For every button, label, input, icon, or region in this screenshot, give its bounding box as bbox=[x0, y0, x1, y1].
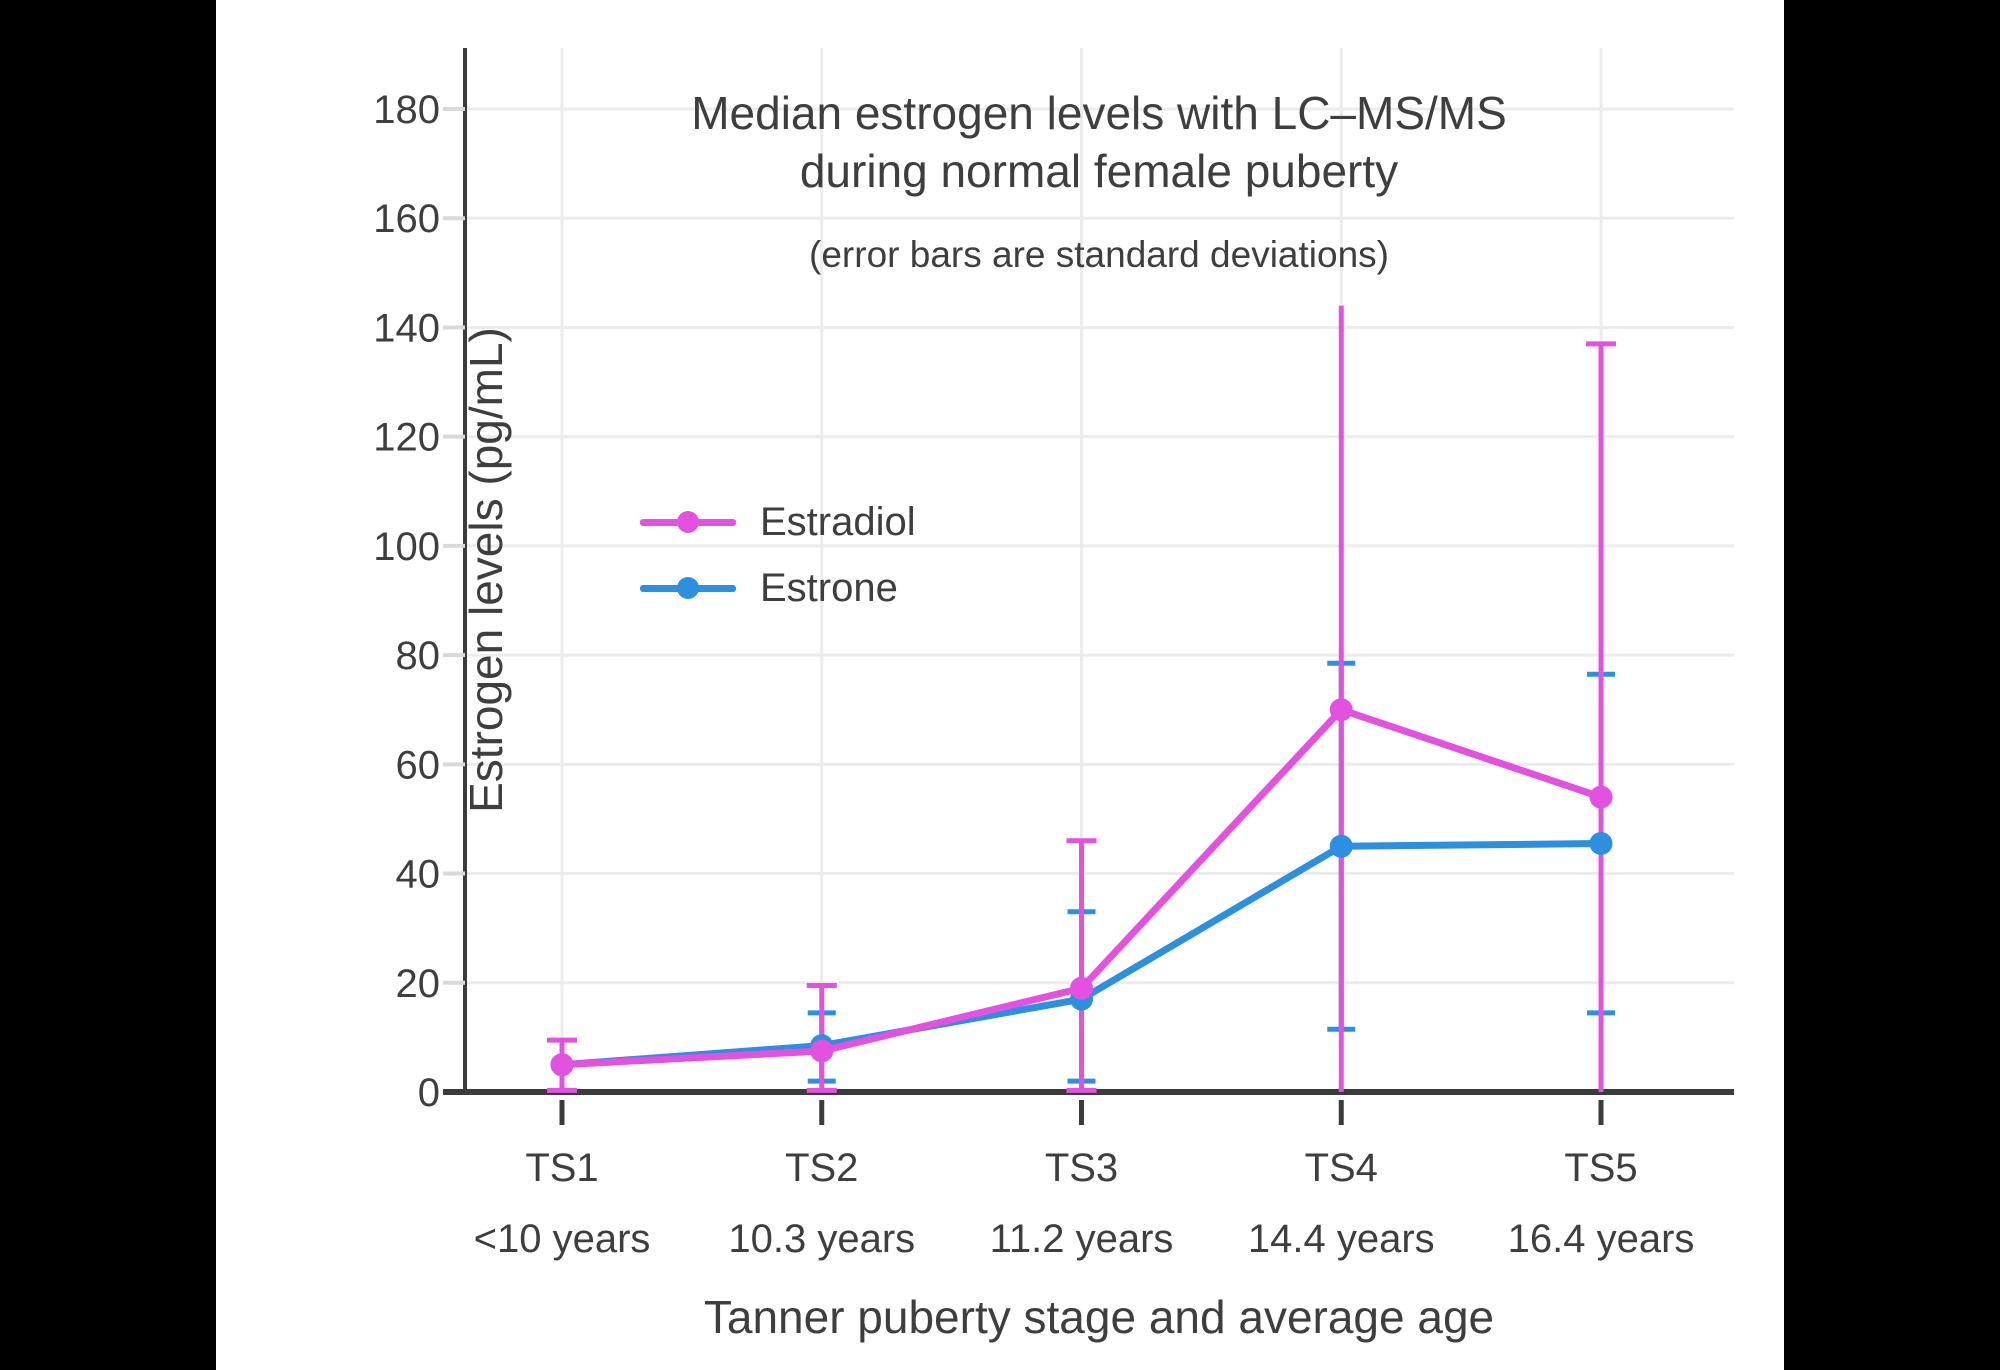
y-tick-label: 80 bbox=[396, 634, 441, 678]
series-lines bbox=[550, 698, 1613, 1077]
x-tick-age-label: <10 years bbox=[474, 1217, 651, 1261]
x-tick-stage-label: TS4 bbox=[1305, 1146, 1378, 1190]
data-point-estradiol bbox=[550, 1053, 574, 1077]
x-axis-title: Tanner puberty stage and average age bbox=[704, 1291, 1494, 1343]
x-tick-stage-label: TS5 bbox=[1564, 1146, 1637, 1190]
x-tick-age-label: 16.4 years bbox=[1508, 1217, 1695, 1261]
estradiol-swatch-icon bbox=[640, 511, 736, 533]
data-point-estrone bbox=[1589, 832, 1613, 856]
y-axis-title: Estrogen levels (pg/mL) bbox=[460, 327, 512, 813]
chart-subtitle: (error bars are standard deviations) bbox=[809, 234, 1389, 275]
legend-item-estradiol: Estradiol bbox=[640, 489, 916, 555]
x-tick-stage-label: TS2 bbox=[785, 1146, 858, 1190]
legend-label-estrone: Estrone bbox=[760, 566, 898, 610]
data-point-estradiol bbox=[1070, 976, 1093, 1000]
data-point-estradiol bbox=[1329, 698, 1353, 722]
y-tick-label: 120 bbox=[373, 416, 440, 460]
x-tick-stage-label: TS3 bbox=[1045, 1146, 1118, 1190]
data-point-estrone bbox=[1329, 834, 1353, 858]
y-tick-label: 100 bbox=[373, 525, 440, 569]
data-point-estradiol bbox=[1589, 785, 1613, 809]
data-point-estradiol bbox=[810, 1039, 834, 1063]
y-tick-label: 60 bbox=[396, 743, 441, 787]
chart-title-line2: during normal female puberty bbox=[800, 145, 1398, 197]
y-tick-label: 40 bbox=[396, 853, 441, 897]
x-tick-age-label: 14.4 years bbox=[1248, 1217, 1435, 1261]
legend-item-estrone: Estrone bbox=[640, 555, 916, 621]
y-tick-label: 160 bbox=[373, 197, 440, 241]
chart-panel: 0 20 40 60 80 100 120 140 160 180 TS1 <10 years TS2 1… bbox=[216, 0, 1784, 1370]
chart-legend: Estradiol Estrone bbox=[640, 489, 916, 621]
axes bbox=[443, 48, 1734, 1125]
chart-title-line1: Median estrogen levels with LC–MS/MS bbox=[691, 87, 1507, 139]
tick-labels: 0 20 40 60 80 100 120 140 160 180 TS1 <10 years TS2 1… bbox=[373, 88, 1694, 1261]
y-tick-label: 20 bbox=[396, 962, 441, 1006]
estrone-swatch-icon bbox=[640, 577, 736, 599]
x-tick-stage-label: TS1 bbox=[525, 1146, 598, 1190]
y-tick-label: 140 bbox=[373, 306, 440, 350]
x-tick-age-label: 10.3 years bbox=[728, 1217, 915, 1261]
y-tick-label: 180 bbox=[373, 88, 440, 132]
x-tick-age-label: 11.2 years bbox=[990, 1217, 1174, 1261]
estrogen-line-chart: 0 20 40 60 80 100 120 140 160 180 TS1 <10 years TS2 1… bbox=[373, 48, 1734, 1343]
y-tick-label: 0 bbox=[418, 1071, 440, 1115]
legend-label-estradiol: Estradiol bbox=[760, 500, 916, 544]
